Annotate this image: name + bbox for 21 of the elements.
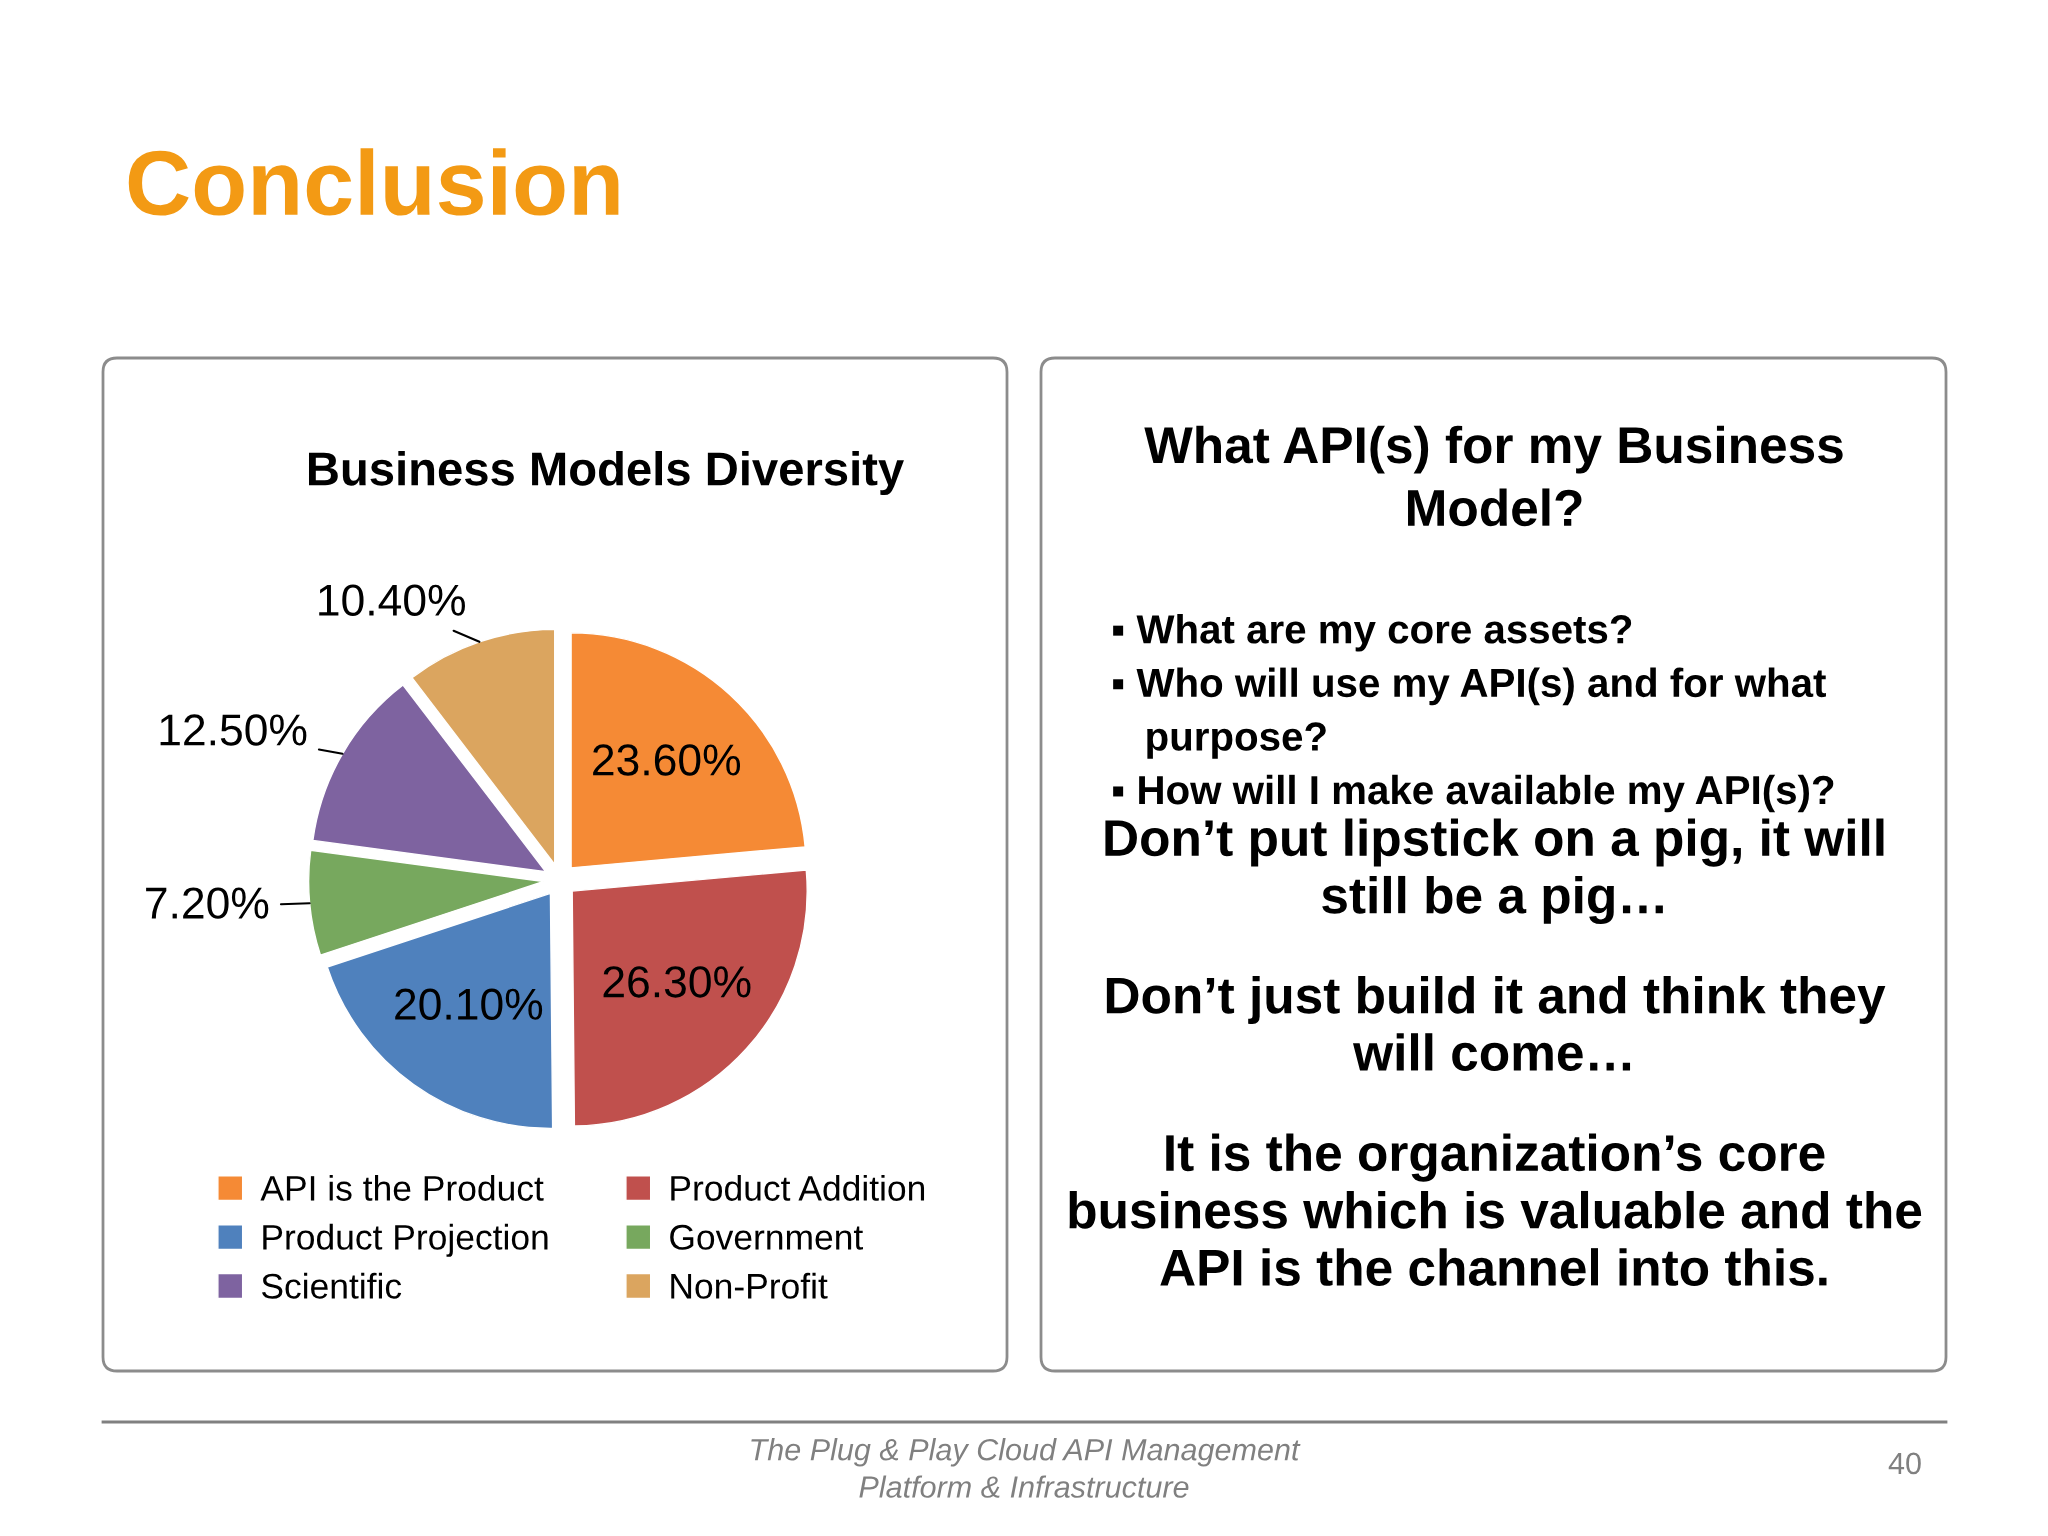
data-label: 23.60% xyxy=(593,744,741,776)
chart-title: Business Models Diversity xyxy=(308,450,904,496)
data-label: 10.40% xyxy=(319,584,465,616)
legend-label: Product Projection xyxy=(263,1223,548,1257)
data-label: 7.20% xyxy=(146,887,269,919)
text: ▪ What are my core assets? ▪ Who will use my API(s) and for what purpose? ▪ How will I make available my API(s)? xyxy=(1113,614,1834,813)
text: The Plug & Play Cloud API Management Platform & Infrastructure xyxy=(751,1438,1301,1498)
data-label: 26.30% xyxy=(603,966,751,998)
text: It is the organization’s core business which is valuable and the API is the channel into this. xyxy=(1069,1133,1922,1286)
legend-label: Scientific xyxy=(261,1272,402,1299)
legend-label: API is the Product xyxy=(260,1174,544,1201)
data-label: 20.10% xyxy=(395,988,543,1020)
legend-label: Product Addition xyxy=(671,1174,925,1201)
text: Don’t just build it and think they will come… xyxy=(1106,976,1886,1071)
text: Conclusion xyxy=(128,148,619,216)
legend-label: Government xyxy=(670,1224,864,1250)
legend-label: Non-Profit xyxy=(671,1272,828,1299)
text: 40 xyxy=(1888,1452,1921,1475)
text: What API(s) for my Business Model? xyxy=(1144,425,1843,527)
data-label: 12.50% xyxy=(160,714,307,746)
text: Don’t put lipstick on a pig, it will still be a pig… xyxy=(1105,818,1884,925)
